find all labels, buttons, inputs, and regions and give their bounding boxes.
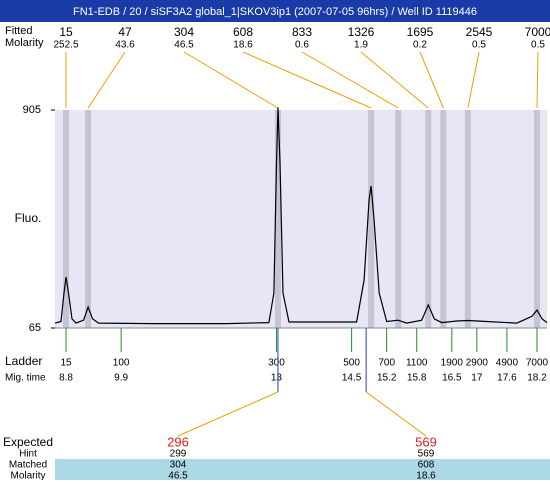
peak-size: 2545 [466, 25, 493, 39]
peak-connector [302, 52, 398, 108]
peak-connector [537, 52, 538, 108]
expected-matched: 608 [418, 460, 435, 471]
expected-expected: 569 [415, 434, 437, 449]
ladder-size: 500 [343, 358, 360, 369]
peak-connector [468, 52, 479, 108]
y-label: Fluo. [15, 211, 42, 225]
ladder-size: 700 [378, 358, 395, 369]
ladder-time: 17 [471, 373, 483, 384]
peak-molarity: 0.5 [531, 40, 545, 51]
peak-molarity: 0.6 [295, 40, 309, 51]
peak-band [368, 110, 374, 328]
peak-band [534, 110, 540, 328]
ladder-time: 17.6 [497, 373, 517, 384]
expected-label: Matched [9, 460, 47, 471]
peak-connector [361, 52, 428, 108]
peak-size: 7000 [525, 25, 550, 39]
peak-size: 47 [118, 25, 132, 39]
peak-molarity: 43.6 [115, 40, 135, 51]
expected-matched: 304 [170, 460, 187, 471]
peak-molarity: 252.5 [53, 40, 78, 51]
ladder-size: 4900 [496, 358, 519, 369]
ladder-size: 2900 [466, 358, 489, 369]
peak-connector [420, 52, 443, 108]
peak-band [440, 110, 446, 328]
peak-size: 608 [233, 25, 253, 39]
expected-molarity: 46.5 [168, 471, 188, 480]
peak-size: 833 [292, 25, 312, 39]
ladder-size: 1100 [406, 358, 428, 369]
peak-band [395, 110, 401, 328]
peak-connector [88, 52, 125, 108]
ladder-time: 16.5 [442, 373, 462, 384]
ladder-time: 9.9 [114, 373, 128, 384]
peak-connector [184, 52, 278, 108]
ladder-label: Ladder [5, 354, 42, 368]
ladder-time: 8.8 [59, 373, 73, 384]
ladder-time: 15.8 [407, 373, 427, 384]
expected-expected: 296 [167, 434, 189, 449]
peak-size: 15 [59, 25, 73, 39]
peak-band [465, 110, 471, 328]
peak-molarity: 18.6 [233, 40, 253, 51]
matched-bg [55, 459, 550, 480]
peak-molarity: 0.5 [472, 40, 486, 51]
ladder-size: 7000 [526, 358, 549, 369]
peak-connector [243, 52, 371, 108]
ladder-time: 13 [271, 373, 283, 384]
expected-label: Expected [3, 435, 53, 449]
peak-band [425, 110, 431, 328]
peak-molarity: 46.5 [174, 40, 194, 51]
expected-hint: 569 [418, 449, 435, 460]
plot-bg [55, 110, 547, 328]
ladder-size: 15 [60, 358, 72, 369]
y-tick-label: 905 [23, 104, 41, 116]
expected-connector [178, 392, 278, 436]
peak-row-label: Molarity [5, 37, 44, 49]
expected-hint: 299 [170, 449, 187, 460]
y-tick-label: 65 [29, 322, 41, 334]
expected-connector [366, 392, 426, 436]
peak-band [85, 110, 91, 328]
ladder-time: 15.2 [377, 373, 397, 384]
peak-size: 304 [174, 25, 194, 39]
peak-size: 1695 [407, 25, 434, 39]
expected-label: Hint [19, 449, 37, 460]
peak-molarity: 0.2 [413, 40, 427, 51]
peak-molarity: 1.9 [354, 40, 368, 51]
ladder-time: 18.2 [527, 373, 547, 384]
ladder-label: Mig. time [5, 373, 46, 384]
ladder-size: 300 [268, 358, 285, 369]
expected-label: Molarity [10, 471, 45, 480]
peak-size: 1326 [348, 25, 375, 39]
ladder-size: 1900 [441, 358, 464, 369]
title: FN1-EDB / 20 / siSF3A2 global_1|SKOV3ip1… [73, 6, 477, 18]
expected-molarity: 18.6 [416, 471, 436, 480]
ladder-size: 100 [113, 358, 130, 369]
ladder-time: 14.5 [342, 373, 362, 384]
peak-row-label: Fitted [5, 25, 33, 37]
